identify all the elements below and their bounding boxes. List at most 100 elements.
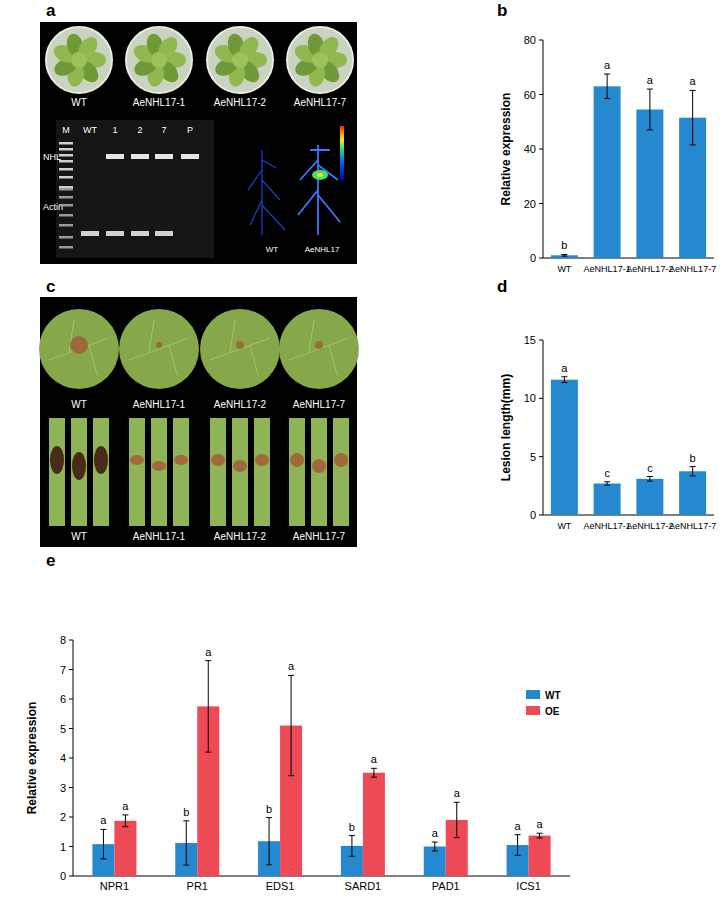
error-bar-cap xyxy=(122,814,128,815)
error-bar-stem xyxy=(517,835,518,856)
stem xyxy=(129,418,145,526)
stem xyxy=(210,418,226,526)
plot-area xyxy=(551,377,706,515)
gel-row-label: Actin xyxy=(43,202,63,212)
stem xyxy=(254,418,270,526)
actin-band xyxy=(106,231,124,236)
x-tick-label: AeNHL17-2 xyxy=(626,521,673,531)
bar xyxy=(679,471,706,515)
error-bar-cap xyxy=(561,254,567,255)
significance-letter: b xyxy=(266,803,272,815)
error-bar-cap xyxy=(515,855,521,856)
significance-letter: b xyxy=(561,239,567,251)
panel-c: WTAeNHL17-1AeNHL17-2AeNHL17-7WTAeNHL17-1… xyxy=(39,297,359,547)
y-tick-label: 10 xyxy=(524,392,536,404)
y-tick xyxy=(69,699,73,700)
leaf-vein xyxy=(210,320,270,375)
stem-lesion xyxy=(312,459,326,473)
leaf-disc xyxy=(39,309,119,389)
error-bar xyxy=(690,90,696,145)
ladder-band xyxy=(59,160,73,163)
y-tick-label: 2 xyxy=(60,811,66,823)
error-bar xyxy=(454,802,460,837)
bar xyxy=(114,821,136,876)
bar xyxy=(551,255,578,258)
leaf-disc xyxy=(200,309,280,389)
leaf-lesion xyxy=(315,341,323,349)
bar xyxy=(594,86,621,258)
legend-label: WT xyxy=(545,690,561,701)
y-tick xyxy=(539,40,543,41)
error-bar-cap xyxy=(604,481,610,482)
ladder-band xyxy=(59,236,73,239)
ladder-band xyxy=(59,196,73,199)
significance-letter: c xyxy=(647,462,653,474)
panel-label: a xyxy=(46,1,56,20)
stem-label: WT xyxy=(71,531,87,542)
y-tick xyxy=(69,728,73,729)
error-bar xyxy=(690,467,696,476)
legend-label: OE xyxy=(545,706,560,717)
petri-dish xyxy=(287,27,353,93)
error-bar-stem xyxy=(291,675,292,775)
gel-row-label: NHL xyxy=(43,152,61,162)
error-bar-stem xyxy=(434,842,435,851)
imaging-label: WT xyxy=(266,245,279,254)
error-bar-cap xyxy=(604,98,610,99)
nhl-band xyxy=(181,154,199,159)
error-bar-cap xyxy=(690,475,696,476)
y-tick xyxy=(539,94,543,95)
significance-letter: a xyxy=(537,818,544,830)
x-tick-label: EDS1 xyxy=(266,880,295,892)
y-tick-label: 5 xyxy=(60,723,66,735)
ladder-band xyxy=(59,246,73,249)
error-bar-stem xyxy=(456,802,457,837)
leaf-lesion xyxy=(236,341,244,349)
nhl-band xyxy=(155,154,173,159)
error-bar-stem xyxy=(692,90,693,145)
y-tick-label: 0 xyxy=(530,252,536,264)
y-tick xyxy=(69,758,73,759)
x-axis xyxy=(73,876,570,877)
luminescence-hotspot xyxy=(317,173,323,177)
error-bar-stem xyxy=(208,661,209,752)
error-bar-stem xyxy=(607,74,608,99)
error-bar xyxy=(604,74,610,99)
significance-letter: b xyxy=(349,821,355,833)
gel-lane-label: M xyxy=(62,125,70,135)
error-bar-cap xyxy=(266,817,272,818)
error-bar-cap xyxy=(371,777,377,778)
y-tick-label: 6 xyxy=(60,693,66,705)
stem-lesion xyxy=(152,461,166,471)
photo-background xyxy=(40,22,357,264)
nhl-band xyxy=(131,154,149,159)
plot-area xyxy=(551,74,706,258)
y-tick-label: 5 xyxy=(530,451,536,463)
plantlet-center xyxy=(71,52,87,68)
error-bar xyxy=(349,836,355,857)
legend-swatch xyxy=(526,706,540,715)
chart: 012345678Relative expressionNPR1aaPR1baE… xyxy=(25,634,570,892)
x-tick-label: PAD1 xyxy=(432,880,460,892)
ladder-band xyxy=(59,214,73,217)
error-bar-stem xyxy=(539,833,540,838)
error-bar-cap xyxy=(515,834,521,835)
chart: 051015Lesion length(mm)WTaAeNHL17-1cAeNH… xyxy=(499,334,716,531)
plantlet-center xyxy=(312,52,328,68)
y-tick xyxy=(69,876,73,877)
stem-label: AeNHL17-1 xyxy=(133,531,186,542)
error-bar xyxy=(515,835,521,856)
stem xyxy=(232,418,248,526)
error-bar-cap xyxy=(432,850,438,851)
leaf-lesion xyxy=(70,336,88,354)
error-bar-cap xyxy=(647,129,653,130)
leaf-label: AeNHL17-1 xyxy=(133,399,186,410)
y-tick-label: 20 xyxy=(524,198,536,210)
y-tick xyxy=(539,515,543,516)
error-bar-cap xyxy=(647,89,653,90)
leaf-lesion xyxy=(156,342,162,348)
background xyxy=(0,0,722,920)
significance-letter: a xyxy=(288,660,295,672)
ladder-band xyxy=(59,188,73,191)
y-axis-label: Relative expression xyxy=(499,93,513,206)
